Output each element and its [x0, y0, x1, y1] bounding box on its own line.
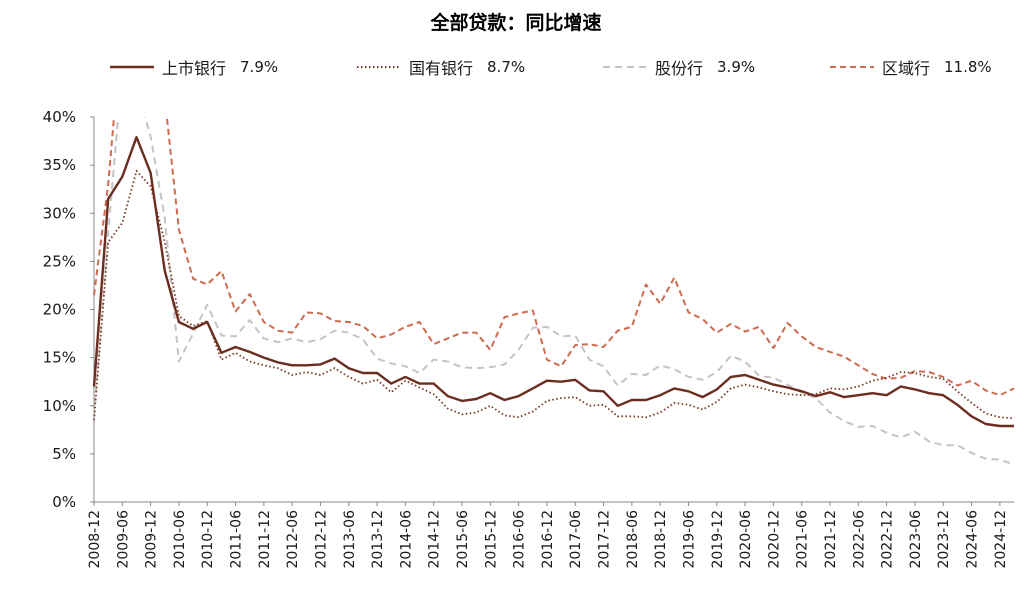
- x-tick-label: 2018-06: [625, 510, 641, 569]
- x-tick-label: 2024-06: [965, 510, 981, 569]
- x-tick-label: 2016-06: [512, 510, 528, 569]
- legend-swatch-solid: [110, 65, 154, 69]
- x-tick-label: 2013-12: [370, 510, 386, 569]
- y-tick-label: 0%: [52, 493, 76, 511]
- x-tick-label: 2012-06: [285, 510, 301, 569]
- legend-latest-value: 8.7%: [487, 58, 526, 76]
- y-tick-label: 40%: [43, 108, 76, 126]
- legend-latest-value: 3.9%: [717, 58, 756, 76]
- x-tick-label: 2019-12: [710, 510, 726, 569]
- x-tick-label: 2011-12: [257, 510, 273, 569]
- x-tick-label: 2023-06: [908, 510, 924, 569]
- x-tick-label: 2012-12: [313, 510, 329, 569]
- x-tick-label: 2015-06: [455, 510, 471, 569]
- legend-label: 股份行: [655, 59, 704, 78]
- x-tick-label: 2009-06: [115, 510, 131, 569]
- x-tick-label: 2019-06: [681, 510, 697, 569]
- x-tick-label: 2014-06: [398, 510, 414, 569]
- x-tick-label: 2020-12: [766, 510, 782, 569]
- legend-item-state-banks: 国有银行 8.7%: [357, 54, 525, 80]
- x-tick-label: 2024-12: [993, 510, 1009, 569]
- x-tick-label: 2022-06: [851, 510, 867, 569]
- y-tick-label: 20%: [43, 301, 76, 319]
- legend: 上市银行 7.9% 国有银行 8.7% 股份行 3.9% 区域行 11.8%: [0, 54, 1032, 80]
- x-tick-label: 2016-12: [540, 510, 556, 569]
- legend-latest-value: 7.9%: [240, 58, 279, 76]
- y-tick-label: 15%: [43, 349, 76, 367]
- legend-label: 上市银行: [162, 59, 227, 78]
- y-tick-label: 35%: [43, 156, 76, 174]
- x-tick-label: 2013-06: [342, 510, 358, 569]
- x-tick-label: 2021-06: [795, 510, 811, 569]
- legend-label: 国有银行: [409, 59, 474, 78]
- y-tick-label: 25%: [43, 252, 76, 270]
- legend-latest-value: 11.8%: [944, 58, 992, 76]
- x-tick-label: 2018-12: [653, 510, 669, 569]
- x-tick-label: 2015-12: [483, 510, 499, 569]
- x-tick-label: 2017-06: [568, 510, 584, 569]
- legend-item-regional-banks: 区域行 11.8%: [830, 54, 992, 80]
- legend-swatch-dotted: [357, 66, 401, 68]
- y-tick-label: 5%: [52, 445, 76, 463]
- x-tick-label: 2009-12: [144, 510, 160, 569]
- series-line-2: [93, 117, 1015, 466]
- y-tick-label: 30%: [43, 204, 76, 222]
- x-tick-label: 2021-12: [823, 510, 839, 569]
- y-tick-label: 10%: [43, 397, 76, 415]
- legend-item-joint-stock-banks: 股份行 3.9%: [603, 54, 755, 80]
- x-tick-label: 2010-06: [172, 510, 188, 569]
- x-tick-label: 2011-06: [229, 510, 245, 569]
- x-tick-label: 2010-12: [200, 510, 216, 569]
- series-line-0: [92, 135, 1014, 428]
- series-line-1: [93, 169, 1015, 421]
- x-tick-label: 2008-12: [87, 510, 103, 569]
- legend-label: 区域行: [882, 59, 931, 78]
- chart-title: 全部贷款：同比增速: [430, 12, 602, 34]
- legend-swatch-dashed-orange: [830, 66, 874, 68]
- x-tick-label: 2017-12: [597, 510, 613, 569]
- x-tick-label: 2023-12: [936, 510, 952, 569]
- x-tick-label: 2020-06: [738, 510, 754, 569]
- legend-item-listed-banks: 上市银行 7.9%: [110, 54, 278, 80]
- x-tick-label: 2014-12: [427, 510, 443, 569]
- series-line-3: [93, 117, 1015, 397]
- legend-swatch-dashed-gray: [603, 66, 647, 68]
- x-tick-label: 2022-12: [880, 510, 896, 569]
